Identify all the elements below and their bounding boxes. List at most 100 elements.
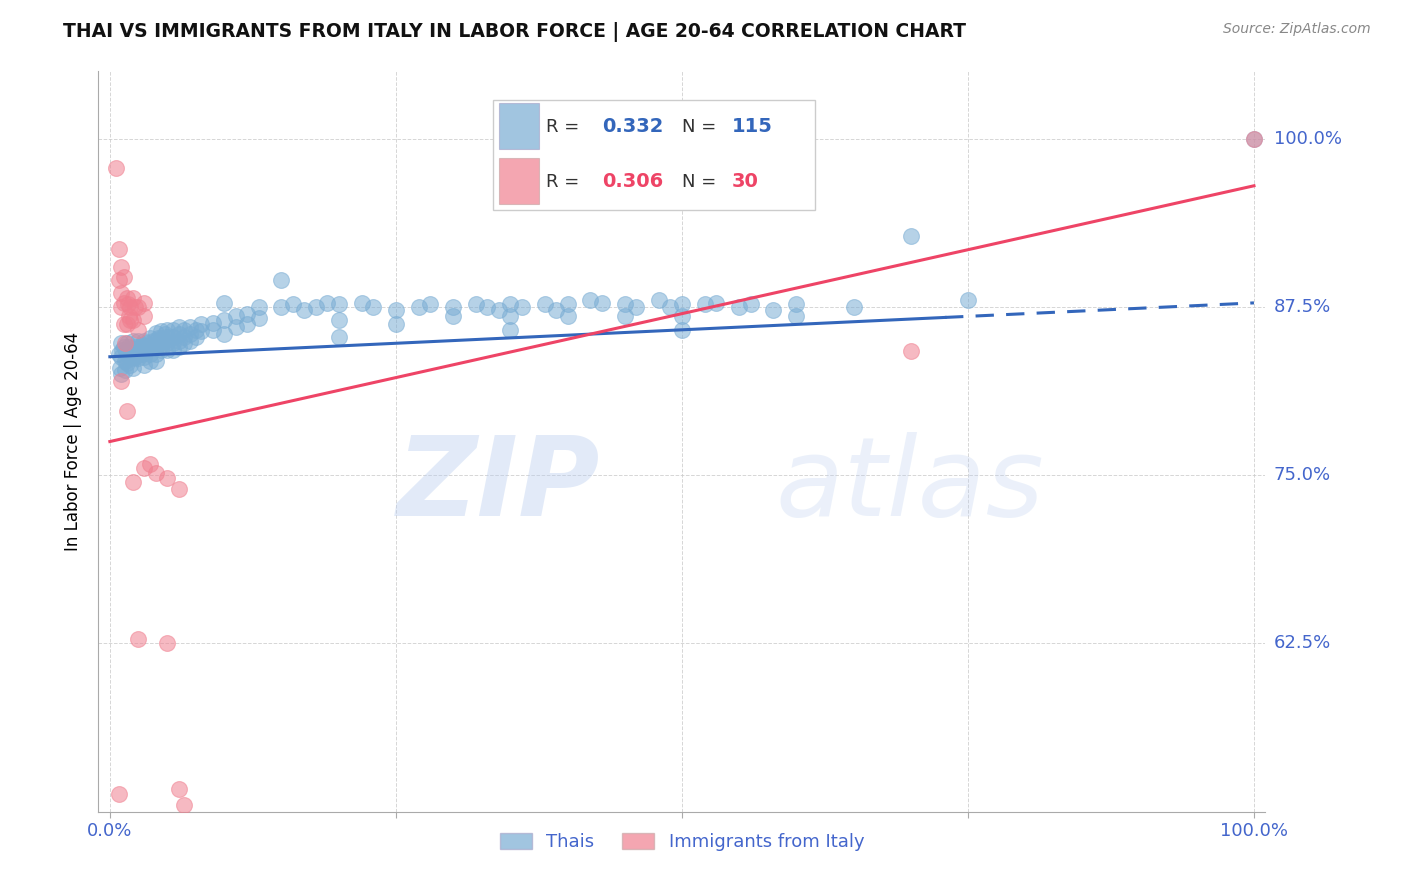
Point [499, 297, 522, 311]
Point [1243, 131, 1265, 145]
Point [128, 340, 150, 354]
Point [557, 297, 579, 311]
Point [142, 334, 165, 348]
Point [134, 350, 156, 364]
Point [121, 291, 143, 305]
Point [214, 296, 236, 310]
Point [120, 358, 142, 372]
Point [117, 340, 139, 354]
Point [120, 350, 142, 364]
Point [156, 343, 179, 357]
Point [305, 300, 328, 314]
Point [173, 797, 195, 812]
Point [740, 297, 762, 311]
Point [419, 297, 441, 311]
Point [134, 340, 156, 354]
Text: THAI VS IMMIGRANTS FROM ITALY IN LABOR FORCE | AGE 20-64 CORRELATION CHART: THAI VS IMMIGRANTS FROM ITALY IN LABOR F… [63, 22, 966, 42]
Point [225, 320, 247, 334]
Point [110, 368, 132, 382]
Point [122, 347, 145, 361]
Point [591, 296, 613, 310]
Point [292, 302, 315, 317]
Point [131, 337, 153, 351]
Point [150, 343, 173, 357]
Point [167, 320, 190, 334]
Point [201, 316, 224, 330]
Point [118, 343, 141, 357]
Point [120, 300, 142, 314]
Point [214, 326, 236, 341]
Point [613, 297, 636, 311]
Point [131, 347, 153, 361]
Point [139, 458, 162, 472]
Point [110, 336, 132, 351]
Point [145, 334, 167, 348]
Point [124, 300, 146, 314]
Point [167, 334, 190, 348]
Point [659, 300, 682, 314]
Point [153, 334, 176, 348]
Point [110, 350, 132, 364]
Point [1243, 131, 1265, 145]
Point [121, 351, 143, 365]
Point [236, 318, 259, 332]
Text: atlas: atlas [775, 433, 1043, 540]
Point [127, 351, 149, 365]
Point [110, 374, 132, 388]
Point [127, 323, 149, 337]
Point [956, 293, 979, 308]
Point [477, 300, 499, 314]
Point [900, 344, 922, 359]
Point [184, 329, 207, 343]
Point [408, 300, 430, 314]
Point [156, 636, 179, 650]
Point [114, 353, 136, 368]
Point [704, 296, 727, 310]
Point [762, 302, 785, 317]
Point [124, 340, 146, 354]
Point [728, 300, 751, 314]
Point [173, 323, 195, 337]
Point [247, 300, 270, 314]
Point [184, 323, 207, 337]
Point [124, 350, 146, 364]
Point [108, 347, 131, 361]
Point [145, 353, 167, 368]
Point [465, 297, 488, 311]
Point [134, 310, 156, 324]
Point [162, 329, 184, 343]
Point [533, 297, 555, 311]
Point [225, 310, 247, 324]
Point [145, 340, 167, 354]
Point [139, 353, 162, 368]
Point [115, 347, 138, 361]
Point [281, 297, 304, 311]
Point [134, 358, 156, 372]
Text: 62.5%: 62.5% [1274, 634, 1331, 652]
Point [190, 318, 212, 332]
Point [153, 326, 176, 341]
Point [316, 296, 339, 310]
Point [613, 310, 636, 324]
Point [671, 323, 693, 337]
Point [115, 336, 138, 351]
Point [117, 297, 139, 311]
Point [270, 273, 292, 287]
Point [114, 336, 136, 351]
Point [146, 336, 169, 351]
Point [785, 310, 807, 324]
Point [150, 337, 173, 351]
Point [120, 313, 142, 327]
Point [121, 475, 143, 489]
Point [134, 334, 156, 348]
Point [146, 331, 169, 345]
Point [671, 297, 693, 311]
Point [127, 334, 149, 348]
Point [145, 326, 167, 340]
Point [441, 300, 464, 314]
Point [693, 297, 716, 311]
Point [167, 340, 190, 354]
Point [150, 324, 173, 338]
Point [145, 466, 167, 480]
Point [139, 331, 162, 345]
